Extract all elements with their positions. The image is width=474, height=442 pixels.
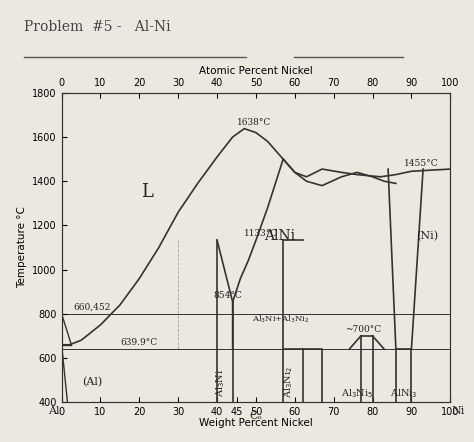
X-axis label: Weight Percent Nickel: Weight Percent Nickel <box>199 419 313 428</box>
Text: L: L <box>141 183 153 201</box>
Text: Al$_3$Ni$_2$: Al$_3$Ni$_2$ <box>283 366 295 399</box>
Text: Al$_3$Ni$_5$: Al$_3$Ni$_5$ <box>341 387 373 400</box>
Text: Problem  #5 -   Al-Ni: Problem #5 - Al-Ni <box>24 20 170 34</box>
Text: (Ni): (Ni) <box>416 231 438 242</box>
Text: Al$_3$Ni: Al$_3$Ni <box>215 368 228 396</box>
Text: 1133°C: 1133°C <box>244 229 278 238</box>
Text: AlNi: AlNi <box>264 229 295 244</box>
Y-axis label: Temperature °C: Temperature °C <box>17 206 27 289</box>
Text: 1638°C: 1638°C <box>237 118 271 127</box>
Text: Al: Al <box>48 406 60 415</box>
Text: ~700°C: ~700°C <box>346 325 382 334</box>
Text: 1455°C: 1455°C <box>404 159 438 168</box>
Text: (Al): (Al) <box>82 377 103 388</box>
Text: Cₒ: Cₒ <box>250 411 262 421</box>
Text: Al$_3$Ni+Al$_3$Ni$_2$: Al$_3$Ni+Al$_3$Ni$_2$ <box>252 314 310 325</box>
Text: 854°C: 854°C <box>213 291 242 300</box>
Text: AlNi$_3$: AlNi$_3$ <box>390 387 418 400</box>
X-axis label: Atomic Percent Nickel: Atomic Percent Nickel <box>199 66 313 76</box>
Text: 660,452: 660,452 <box>73 303 110 312</box>
Text: 639.9°C: 639.9°C <box>120 339 157 347</box>
Text: Ni: Ni <box>451 406 465 415</box>
